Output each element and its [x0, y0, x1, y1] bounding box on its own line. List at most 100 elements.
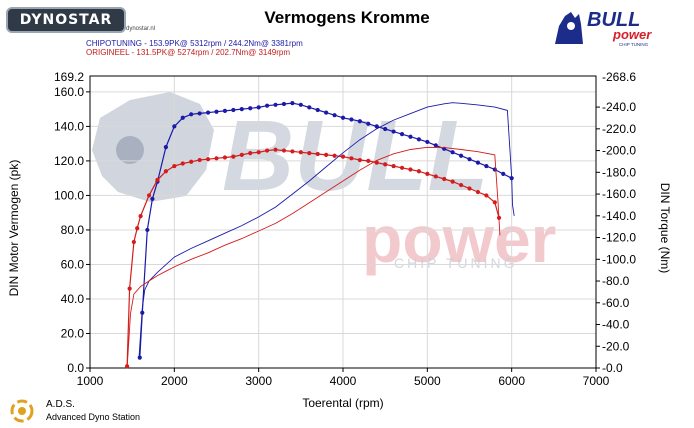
y-right-tick-label: -80.0: [602, 274, 630, 288]
power-point-origineel: [324, 152, 329, 157]
power-point-origineel: [298, 150, 303, 155]
power-point-chipotuning: [307, 105, 312, 110]
power-point-origineel: [307, 151, 312, 156]
y-right-tick-label: -40.0: [602, 318, 630, 332]
power-point-origineel: [163, 169, 168, 174]
y-right-tick-label: -140.0: [602, 209, 636, 223]
chart-axes: 1000 2000 3000 4000 5000 6000 7000 0.0 20.0 40.0 6…: [54, 70, 636, 388]
power-point-origineel: [366, 158, 371, 164]
chart-series: [125, 100, 515, 369]
power-point-chipotuning: [248, 106, 253, 111]
power-point-chipotuning: [324, 110, 329, 115]
y-right-tick-label: -60.0: [602, 296, 630, 310]
power-point-origineel: [374, 160, 379, 165]
power-point-origineel: [383, 162, 388, 167]
power-point-origineel: [399, 165, 405, 170]
power-point-chipotuning: [374, 124, 379, 129]
power-point-chipotuning: [332, 113, 337, 118]
power-point-origineel: [281, 148, 287, 153]
power-point-chipotuning: [137, 355, 142, 360]
power-point-origineel: [290, 149, 295, 154]
power-point-origineel: [475, 189, 481, 195]
watermark-sub: CHIP TUNING: [394, 255, 518, 271]
dynostar-logo-text: DYNOSTAR: [19, 12, 113, 28]
power-point-chipotuning: [222, 108, 228, 113]
power-point-origineel: [425, 171, 430, 176]
power-point-chipotuning: [433, 143, 438, 148]
ads-title: A.D.S.: [46, 399, 75, 410]
power-point-chipotuning: [349, 117, 354, 122]
power-point-origineel: [458, 182, 464, 188]
y-left-tick-label: 20.0: [61, 326, 85, 340]
power-point-chipotuning: [281, 101, 287, 107]
power-point-origineel: [408, 167, 413, 172]
bull-power-logo: BULL power CHIP TUNING: [555, 9, 652, 47]
ads-logo: A.D.S. Advanced Dyno Station: [8, 397, 188, 425]
y-left-tick-label: 40.0: [61, 292, 85, 306]
power-point-origineel: [197, 157, 202, 163]
power-point-origineel: [492, 200, 497, 205]
power-point-chipotuning: [399, 132, 405, 137]
y-axis-label-left-wrap: DIN Motor Vermogen (pk): [2, 148, 26, 308]
power-point-chipotuning: [467, 157, 472, 162]
power-point-origineel: [231, 154, 236, 159]
y-left-tick-label: 100.0: [54, 188, 84, 202]
power-point-origineel: [256, 150, 261, 155]
power-point-origineel: [416, 169, 421, 174]
torque-line-origineel: [126, 146, 501, 369]
power-point-chipotuning: [366, 121, 371, 126]
chart-title: Vermogens Kromme: [264, 8, 430, 27]
x-tick-label: 4000: [330, 374, 357, 388]
y-right-top-label: -268.6: [602, 70, 636, 84]
bull-logo-sub: CHIP TUNING: [619, 42, 649, 47]
torque-line-chipotuning: [138, 102, 515, 360]
power-point-chipotuning: [416, 137, 421, 142]
x-tick-label: 5000: [414, 374, 441, 388]
power-point-chipotuning: [315, 107, 320, 113]
power-point-origineel: [349, 156, 354, 161]
power-point-chipotuning: [163, 145, 168, 150]
power-point-origineel: [433, 174, 438, 179]
power-point-chipotuning: [357, 119, 362, 124]
power-point-chipotuning: [145, 227, 150, 233]
power-point-chipotuning: [383, 126, 388, 132]
power-point-origineel: [239, 152, 244, 157]
watermark-power: power: [362, 202, 556, 276]
watermark-bull-icon: [92, 92, 214, 202]
power-point-chipotuning: [290, 100, 295, 106]
power-point-chipotuning: [205, 110, 211, 115]
x-tick-label: 7000: [583, 374, 610, 388]
power-point-origineel: [214, 156, 219, 161]
power-point-chipotuning: [408, 134, 413, 139]
power-point-chipotuning: [256, 105, 261, 110]
power-point-chipotuning: [172, 124, 177, 129]
y-left-top-label: 169.2: [54, 70, 84, 84]
power-point-origineel: [189, 159, 194, 164]
y-right-tick-label: -160.0: [602, 187, 636, 201]
x-tick-label: 1000: [77, 374, 104, 388]
bull-logo-power: power: [612, 27, 652, 42]
y-left-tick-label: 80.0: [61, 223, 85, 237]
power-point-origineel: [265, 148, 270, 153]
y-axis-label-right: DIN Torque (Nm): [658, 182, 672, 274]
power-point-chipotuning: [231, 107, 236, 113]
power-point-origineel: [127, 286, 132, 291]
power-point-chipotuning: [214, 109, 219, 114]
power-point-chipotuning: [273, 102, 278, 107]
power-point-origineel: [205, 157, 211, 162]
power-point-origineel: [357, 157, 362, 163]
power-point-origineel: [442, 176, 447, 182]
y-right-tick-label: -180.0: [602, 165, 636, 179]
power-point-origineel: [391, 163, 396, 169]
y-right-tick-label: -20.0: [602, 339, 630, 353]
power-point-origineel: [146, 193, 152, 198]
watermark: BULL power CHIP TUNING: [92, 92, 556, 276]
power-point-chipotuning: [458, 153, 464, 158]
x-tick-label: 3000: [245, 374, 272, 388]
power-point-chipotuning: [150, 196, 155, 201]
x-tick-label: 6000: [498, 374, 525, 388]
y-left-tick-label: 0.0: [67, 361, 84, 375]
power-point-origineel: [273, 147, 278, 152]
